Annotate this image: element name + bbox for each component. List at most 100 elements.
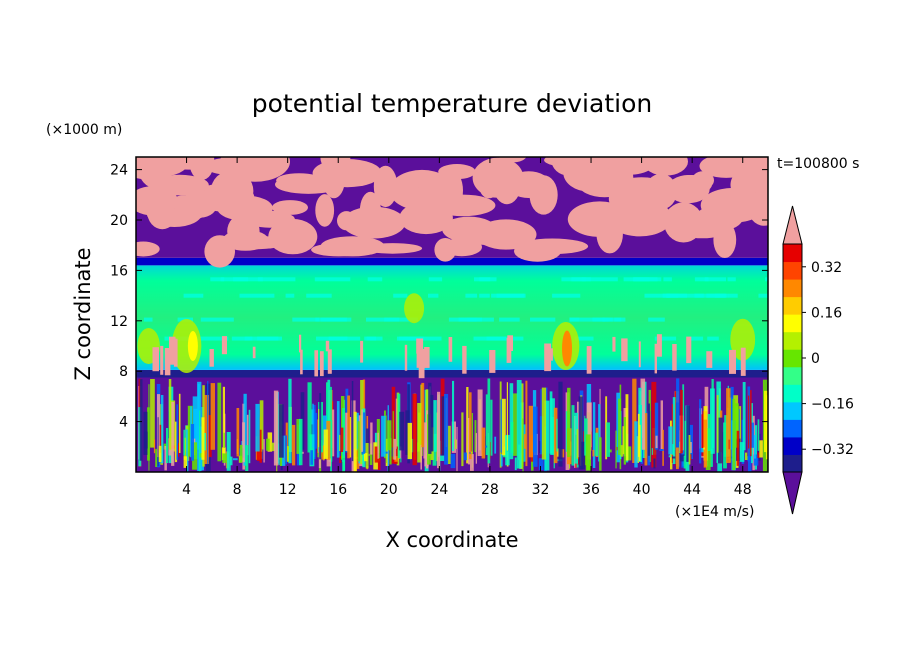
field-streak: [190, 424, 194, 461]
field-streak: [424, 455, 429, 467]
band-stripe: [239, 293, 275, 298]
field-streak: [389, 438, 392, 465]
field-streak: [203, 433, 206, 451]
band-stripe: [397, 336, 424, 341]
cloud-patch: [498, 157, 527, 163]
chart-title: potential temperature deviation: [252, 89, 652, 118]
field-streak: [332, 409, 335, 457]
field-streak: [210, 383, 215, 450]
y-tick-label: 20: [110, 213, 128, 229]
band-stripe: [689, 336, 704, 341]
field-streak: [475, 433, 477, 464]
field-streak: [616, 446, 618, 451]
field-streak: [494, 436, 497, 454]
field-streak: [397, 393, 401, 458]
cloud-patch: [438, 164, 476, 180]
field-streak: [437, 391, 441, 469]
field-streak: [183, 429, 186, 456]
field-streak: [487, 378, 491, 464]
cloud-patch: [516, 238, 589, 255]
plume: [586, 346, 592, 374]
plume: [299, 334, 302, 353]
cloud-patch: [442, 216, 496, 243]
band-stripe: [257, 277, 296, 282]
field-streak: [319, 393, 322, 460]
cloud-patch: [402, 186, 424, 207]
field-streak: [490, 399, 493, 456]
warm-core: [562, 330, 573, 367]
band-stripe: [644, 293, 671, 298]
field-streak: [688, 435, 691, 465]
field-streak: [245, 445, 249, 471]
band-stripe: [694, 277, 709, 282]
field-streak: [683, 455, 687, 469]
band-stripe: [428, 293, 439, 298]
plume: [729, 349, 736, 374]
field-streak: [707, 414, 711, 451]
field-streak: [745, 452, 749, 460]
field-streak: [585, 434, 591, 471]
field-streak: [391, 456, 397, 464]
field-streak: [399, 411, 405, 451]
field-streak: [632, 378, 637, 463]
cloud-patch: [529, 175, 558, 215]
field-streak: [183, 456, 188, 468]
field-streak: [387, 420, 392, 451]
field-streak: [470, 454, 474, 471]
plume: [424, 347, 430, 368]
field-streak: [439, 455, 445, 461]
cloud-patch: [664, 202, 703, 243]
field-streak: [689, 424, 693, 459]
field-streak: [726, 388, 731, 463]
field-streak: [263, 439, 265, 463]
field-streak: [500, 454, 503, 467]
colorbar-swatch: [783, 279, 802, 298]
field-streak: [177, 443, 180, 457]
field-streak: [485, 445, 488, 448]
field-streak: [608, 449, 612, 453]
field-streak: [312, 404, 316, 459]
field-streak: [417, 412, 421, 451]
field-streak: [605, 396, 608, 460]
plume: [462, 345, 467, 374]
field-streak: [592, 449, 595, 457]
cloud-patch: [667, 175, 710, 204]
plume: [152, 347, 159, 372]
field-streak: [288, 378, 292, 464]
band-stripe: [285, 293, 295, 298]
field-streak: [759, 440, 763, 458]
colorbar-extend-high: [782, 205, 803, 245]
field-streak: [400, 458, 402, 463]
field-streak: [271, 442, 276, 452]
band-stripe: [364, 336, 383, 341]
band-stripe: [758, 293, 768, 298]
field-streak: [742, 382, 746, 451]
colorbar-swatch: [783, 436, 802, 455]
cloud-patch: [220, 157, 290, 182]
field-streak: [606, 422, 610, 457]
band-stripe: [314, 277, 351, 282]
field-streak: [155, 448, 158, 467]
field-streak: [168, 379, 172, 450]
field-streak: [595, 432, 599, 457]
band-stripe: [765, 277, 768, 282]
field-streak: [474, 420, 477, 453]
field-streak: [623, 417, 626, 465]
band-stripe: [474, 277, 497, 282]
field-streak: [485, 436, 487, 460]
field-streak: [553, 407, 558, 464]
band-stripe: [183, 293, 204, 298]
field-streak: [428, 382, 432, 454]
field-streak: [690, 442, 692, 453]
colorbar-extend-low: [782, 471, 803, 515]
field-streak: [586, 402, 591, 460]
colorbar-swatch: [783, 261, 802, 280]
field-streak: [236, 408, 240, 457]
field-streak: [736, 430, 740, 466]
field-streak: [556, 448, 560, 457]
field-streak: [447, 425, 451, 464]
x-tick-label: 4: [182, 482, 191, 498]
field-streak: [686, 405, 690, 462]
plume: [327, 349, 332, 374]
